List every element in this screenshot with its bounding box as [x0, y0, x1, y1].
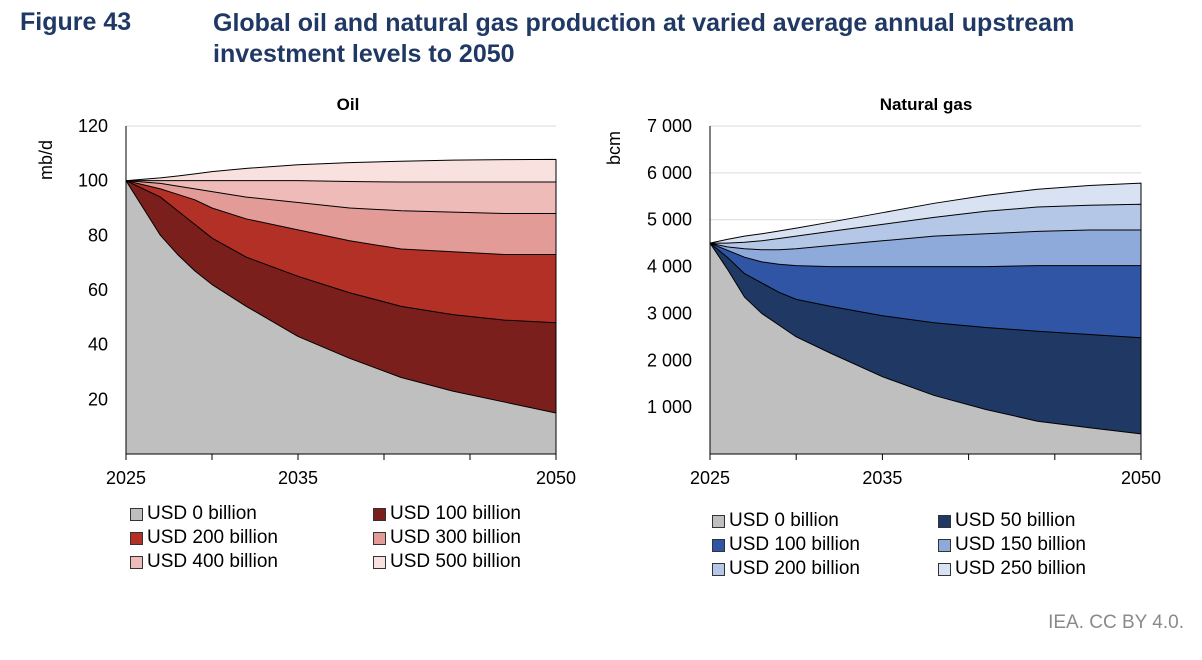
- oil-legend-item: USD 500 billion: [373, 551, 573, 573]
- gas-chart-title: Natural gas: [880, 95, 973, 114]
- gas-y-tick-label: 5 000: [647, 210, 692, 230]
- oil-y-tick-label: 120: [78, 116, 108, 136]
- gas-legend-label: USD 150 billion: [955, 534, 1086, 555]
- gas-y-tick-label: 4 000: [647, 257, 692, 277]
- oil-legend-item: USD 400 billion: [130, 551, 373, 573]
- figure-number: Figure 43: [20, 8, 132, 36]
- oil-y-tick-label: 60: [88, 280, 108, 300]
- oil-legend-label: USD 400 billion: [147, 551, 278, 572]
- gas-legend-swatch: [938, 538, 951, 552]
- oil-legend-swatch: [130, 531, 143, 545]
- oil-chart-title: Oil: [337, 95, 360, 114]
- gas-legend-item: USD 250 billion: [938, 558, 1138, 580]
- oil-legend-label: USD 100 billion: [390, 503, 521, 524]
- gas-legend-swatch: [938, 514, 951, 528]
- gas-y-tick-label: 1 000: [647, 397, 692, 417]
- gas-y-tick-label: 2 000: [647, 350, 692, 370]
- gas-chart: Natural gas bcm 1 000 2 000 3 000 4 000 5 00…: [604, 95, 1161, 488]
- gas-legend-item: USD 150 billion: [938, 534, 1138, 556]
- gas-legend-label: USD 100 billion: [729, 534, 860, 555]
- oil-area-usd-0-billion: [125, 180, 557, 455]
- oil-legend-label: USD 500 billion: [390, 551, 521, 572]
- oil-y-tick-label: 80: [88, 225, 108, 245]
- oil-legend-item: USD 300 billion: [373, 527, 573, 549]
- gas-legend-item: USD 100 billion: [712, 534, 938, 556]
- oil-legend-item: USD 200 billion: [130, 527, 373, 549]
- gas-legend-swatch: [938, 562, 951, 576]
- oil-x-tick-label: 2025: [106, 468, 146, 488]
- gas-legend-item: USD 0 billion: [712, 510, 938, 532]
- oil-legend-item: USD 0 billion: [130, 503, 373, 525]
- gas-x-tick-label: 2035: [862, 468, 902, 488]
- gas-legend-label: USD 0 billion: [729, 510, 839, 531]
- gas-legend-swatch: [712, 538, 725, 552]
- gas-legend-swatch: [712, 562, 725, 576]
- gas-legend-label: USD 200 billion: [729, 558, 860, 579]
- gas-legend-swatch: [712, 514, 725, 528]
- gas-y-tick-label: 6 000: [647, 163, 692, 183]
- gas-x-tick-label: 2025: [690, 468, 730, 488]
- oil-chart: Oil mb/d 20 40 60 80 100 120 2025 2035 2050: [36, 95, 576, 488]
- gas-y-tick-label: 3 000: [647, 303, 692, 323]
- gas-legend: USD 0 billion USD 50 billion USD 100 billi…: [712, 510, 1138, 580]
- gas-legend-item: USD 200 billion: [712, 558, 938, 580]
- oil-legend-label: USD 0 billion: [147, 503, 257, 524]
- gas-y-tick-label: 7 000: [647, 116, 692, 136]
- gas-y-axis-label: bcm: [604, 131, 624, 165]
- gas-x-tick-label: 2050: [1121, 468, 1161, 488]
- oil-legend-swatch: [373, 531, 386, 545]
- credit-line: IEA. CC BY 4.0.: [1048, 612, 1184, 633]
- gas-area-usd-0-billion: [709, 242, 1142, 455]
- oil-y-tick-label: 40: [88, 335, 108, 355]
- oil-legend-label: USD 200 billion: [147, 527, 278, 548]
- gas-legend-label: USD 50 billion: [955, 510, 1076, 531]
- oil-legend-swatch: [373, 555, 386, 569]
- gas-legend-item: USD 50 billion: [938, 510, 1138, 532]
- oil-y-tick-label: 100: [78, 171, 108, 191]
- oil-legend-swatch: [130, 555, 143, 569]
- oil-y-axis-label: mb/d: [36, 140, 56, 180]
- oil-x-tick-label: 2035: [278, 468, 318, 488]
- figure-title: Global oil and natural gas production at…: [213, 9, 1075, 68]
- oil-legend-swatch: [373, 507, 386, 521]
- gas-legend-label: USD 250 billion: [955, 558, 1086, 579]
- oil-legend-swatch: [130, 507, 143, 521]
- oil-y-tick-label: 20: [88, 389, 108, 409]
- oil-x-tick-label: 2050: [536, 468, 576, 488]
- oil-legend-item: USD 100 billion: [373, 503, 573, 525]
- oil-legend: USD 0 billion USD 100 billion USD 200 bill…: [130, 503, 573, 573]
- oil-legend-label: USD 300 billion: [390, 527, 521, 548]
